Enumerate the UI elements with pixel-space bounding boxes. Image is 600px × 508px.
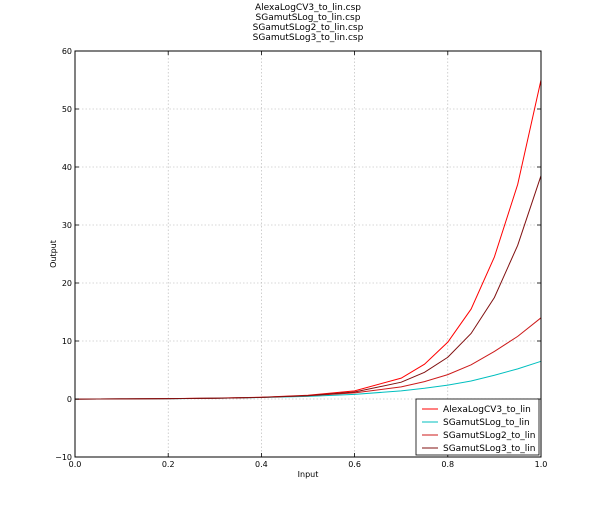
y-tick-label: 10 [62, 337, 72, 346]
x-tick-label: 0.4 [255, 460, 268, 469]
x-tick-label: 0.6 [348, 460, 361, 469]
series-line-4 [74, 175, 542, 400]
legend-entry-label: AlexaLogCV3_to_lin [443, 405, 531, 415]
title-line-1: AlexaLogCV3_to_lin.csp [254, 3, 362, 13]
legend-entry-label: SGamutSLog2_to_lin [443, 431, 535, 441]
y-axis-label: Output [49, 240, 58, 268]
title-line-2: SGamutSLog_to_lin.csp [255, 13, 361, 23]
legend-entry-label: SGamutSLog3_to_lin [443, 444, 535, 454]
title-line-3: SGamutSLog2_to_lin.csp [252, 23, 364, 33]
y-tick-label: 40 [62, 163, 72, 172]
title-line-4: SGamutSLog3_to_lin.csp [252, 33, 364, 43]
chart-title: AlexaLogCV3_to_lin.csp SGamutSLog_to_lin… [0, 3, 600, 43]
series-line-2 [74, 360, 542, 400]
tick-labels: 0.0 0.2 0.4 0.6 0.8 1.0 −10 0 10 20 30 40 50 60 [55, 47, 547, 469]
legend-box [415, 398, 540, 456]
plot-frame [74, 50, 542, 458]
legend: AlexaLogCV3_to_lin SGamutSLog_to_lin SGamu… [415, 398, 540, 456]
x-tick-label: 1.0 [535, 460, 548, 469]
series-line-1 [74, 79, 542, 400]
y-tick-label: 30 [62, 221, 72, 230]
x-tick-label: 0.8 [441, 460, 454, 469]
y-tick-label: 60 [62, 47, 72, 56]
x-tick-label: 0.0 [69, 460, 82, 469]
y-tick-label: 50 [62, 105, 72, 114]
legend-entry-label: SGamutSLog_to_lin [443, 418, 530, 428]
y-tick-label: 0 [67, 395, 72, 404]
series-lines [74, 79, 542, 400]
x-axis-label: Input [298, 470, 319, 479]
y-tick-label: 20 [62, 279, 72, 288]
series-line-3 [74, 317, 542, 400]
y-tick-label: −10 [55, 453, 72, 462]
x-tick-label: 0.2 [162, 460, 175, 469]
